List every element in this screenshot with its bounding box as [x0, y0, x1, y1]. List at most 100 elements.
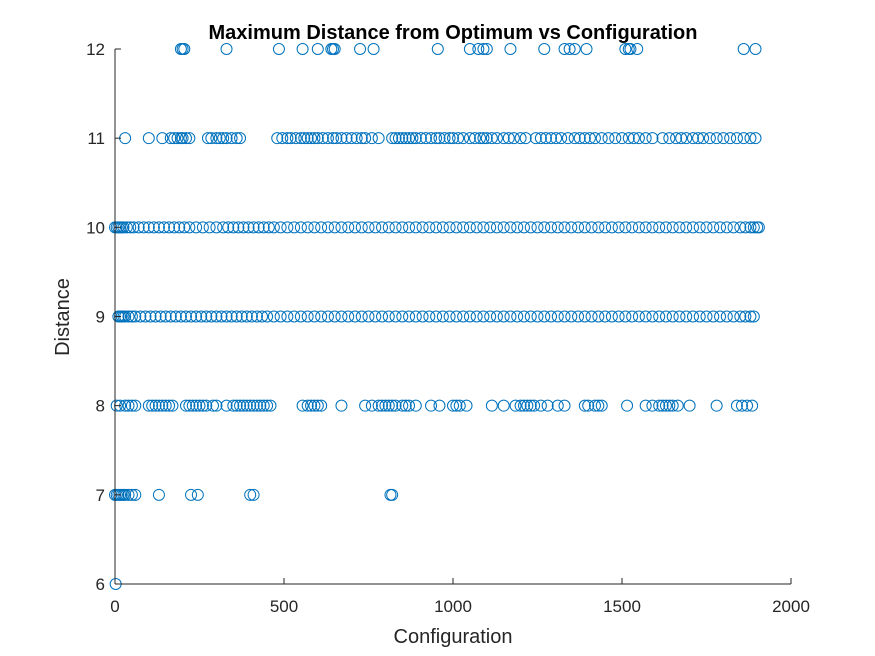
- data-point: [632, 221, 645, 234]
- data-point: [183, 399, 196, 412]
- data-point: [565, 310, 578, 323]
- data-point: [120, 221, 133, 234]
- data-point: [396, 132, 409, 145]
- data-point: [563, 43, 576, 55]
- data-point: [220, 132, 233, 145]
- data-point: [752, 221, 765, 234]
- data-point: [710, 399, 723, 412]
- data-point: [301, 399, 314, 412]
- data-point: [110, 399, 123, 412]
- data-point: [335, 310, 348, 323]
- data-point: [646, 221, 659, 234]
- data-point: [666, 399, 679, 412]
- data-point: [551, 310, 564, 323]
- data-point: [737, 132, 750, 145]
- data-point: [403, 310, 416, 323]
- data-point: [588, 399, 601, 412]
- data-point: [529, 132, 542, 145]
- data-point: [612, 310, 625, 323]
- data-point: [572, 310, 585, 323]
- chart-title: Maximum Distance from Optimum vs Configu…: [209, 22, 698, 44]
- data-point: [433, 399, 446, 412]
- data-point: [646, 132, 659, 145]
- data-point: [178, 221, 191, 234]
- data-point: [430, 221, 443, 234]
- data-point: [183, 132, 196, 145]
- data-point: [389, 310, 402, 323]
- data-point: [730, 132, 743, 145]
- data-point: [359, 399, 372, 412]
- data-point: [289, 132, 302, 145]
- data-point: [541, 399, 554, 412]
- data-point: [621, 399, 634, 412]
- data-point: [355, 310, 368, 323]
- data-point: [350, 132, 363, 145]
- y-tick-label: 11: [87, 129, 105, 148]
- data-point: [558, 43, 571, 55]
- data-point: [185, 488, 198, 501]
- data-point: [163, 399, 176, 412]
- data-point: [399, 132, 412, 145]
- data-point: [737, 43, 750, 55]
- data-point: [298, 132, 311, 145]
- data-point: [490, 310, 503, 323]
- data-point: [631, 43, 644, 55]
- data-point: [215, 310, 228, 323]
- y-tick-label: 7: [96, 486, 105, 505]
- data-point: [296, 43, 309, 55]
- data-point: [254, 399, 267, 412]
- data-point: [389, 221, 402, 234]
- data-point: [474, 132, 487, 145]
- data-point: [196, 399, 209, 412]
- data-point: [744, 132, 757, 145]
- data-point: [125, 488, 138, 501]
- data-point: [463, 310, 476, 323]
- data-point: [217, 221, 230, 234]
- data-point: [511, 221, 524, 234]
- data-point: [624, 43, 637, 55]
- data-point: [125, 310, 138, 323]
- data-point: [573, 132, 586, 145]
- data-point: [447, 399, 459, 412]
- data-point: [653, 221, 666, 234]
- data-point: [168, 132, 181, 145]
- data-point: [632, 132, 645, 145]
- data-point: [173, 221, 186, 234]
- data-point: [460, 399, 473, 412]
- data-point: [609, 132, 622, 145]
- data-point: [714, 310, 727, 323]
- data-point: [185, 310, 198, 323]
- data-point: [490, 221, 503, 234]
- data-point: [335, 399, 348, 412]
- data-point: [692, 132, 705, 145]
- data-point: [152, 488, 165, 501]
- data-point: [379, 399, 392, 412]
- data-point: [245, 310, 258, 323]
- data-point: [409, 399, 422, 412]
- data-point: [419, 132, 432, 145]
- data-point: [158, 221, 171, 234]
- data-point: [403, 221, 416, 234]
- data-point: [517, 399, 530, 412]
- data-point: [396, 399, 409, 412]
- data-point: [707, 310, 720, 323]
- data-point: [592, 399, 605, 412]
- data-point: [588, 132, 601, 145]
- data-point: [174, 310, 187, 323]
- data-point: [727, 310, 740, 323]
- data-point: [558, 221, 571, 234]
- data-point: [504, 43, 517, 55]
- data-point: [470, 310, 483, 323]
- data-point: [744, 221, 757, 234]
- data-point: [423, 221, 436, 234]
- data-point: [578, 399, 591, 412]
- data-point: [210, 221, 223, 234]
- data-point: [305, 132, 318, 145]
- data-point: [382, 399, 395, 412]
- data-point: [680, 310, 693, 323]
- data-point: [274, 221, 287, 234]
- data-point: [430, 310, 443, 323]
- data-point: [315, 399, 328, 412]
- data-point: [744, 310, 757, 323]
- data-point: [457, 310, 470, 323]
